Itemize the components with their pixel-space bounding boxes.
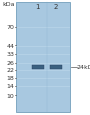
Text: 24kDa: 24kDa [76,65,90,70]
Text: 2: 2 [54,4,58,10]
FancyBboxPatch shape [16,54,70,55]
FancyBboxPatch shape [32,65,44,70]
Text: 44: 44 [6,43,14,49]
Text: 26: 26 [7,61,14,66]
FancyBboxPatch shape [16,46,70,47]
Text: 22: 22 [6,68,14,73]
Text: 18: 18 [7,76,14,81]
Text: 70: 70 [7,25,14,30]
Text: 1: 1 [36,4,40,10]
Text: kDa: kDa [2,2,14,7]
Text: 10: 10 [7,93,14,98]
Text: 33: 33 [6,52,14,57]
FancyBboxPatch shape [16,70,70,71]
Text: 14: 14 [7,84,14,89]
FancyBboxPatch shape [16,96,70,97]
FancyBboxPatch shape [16,28,70,29]
FancyBboxPatch shape [50,65,62,70]
FancyBboxPatch shape [16,3,70,112]
